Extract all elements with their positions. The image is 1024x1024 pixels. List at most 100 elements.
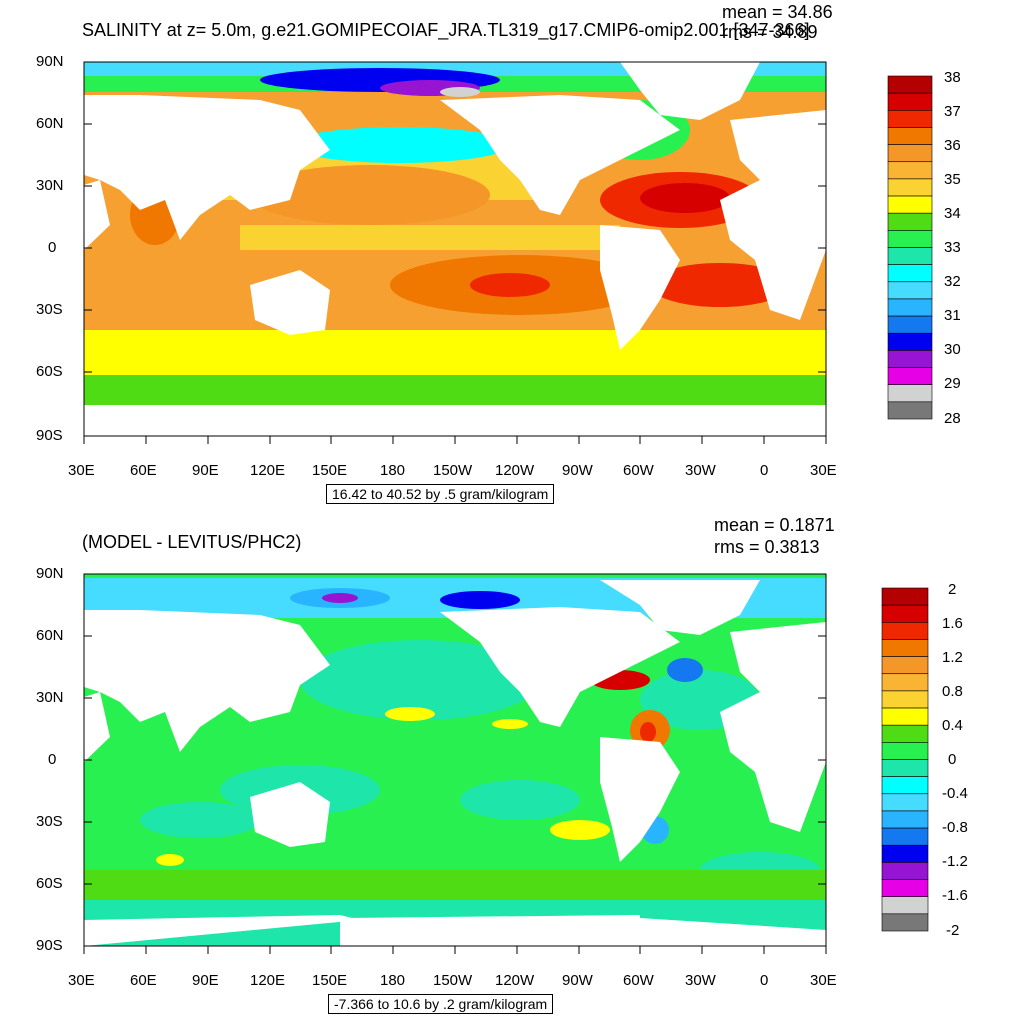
panel2-xtick: 90W bbox=[562, 972, 593, 989]
panel1-xtick: 90W bbox=[562, 462, 593, 479]
panel2-cb-label: -1.6 bbox=[942, 887, 968, 904]
panel2-land bbox=[84, 580, 826, 946]
panel1-ytick-90s: 90S bbox=[36, 427, 63, 444]
panel1-cb-label: 30 bbox=[944, 341, 961, 358]
colorbar-swatch bbox=[887, 75, 933, 94]
panel2-xtick: 90E bbox=[192, 972, 219, 989]
colorbar-swatch bbox=[881, 827, 929, 846]
panel1-cb-label: 35 bbox=[944, 171, 961, 188]
colorbar-swatch bbox=[881, 913, 929, 932]
panel1-xtick: 120E bbox=[250, 462, 286, 479]
panel1-title: SALINITY at z= 5.0m, g.e21.GOMIPECOIAF_J… bbox=[82, 20, 810, 40]
panel2-cb-label: 0.4 bbox=[942, 717, 963, 734]
panel2-xtick: 0 bbox=[760, 972, 769, 989]
colorbar-swatch bbox=[881, 879, 929, 897]
panel2-xtick: 30W bbox=[685, 972, 716, 989]
panel1-ticks bbox=[83, 61, 827, 444]
colorbar-swatch bbox=[887, 178, 933, 197]
colorbar-swatch bbox=[881, 862, 929, 880]
panel2-ytick-30s: 30S bbox=[36, 813, 63, 830]
panel2-ytick-0: 0 bbox=[48, 751, 57, 768]
panel1-ytick-90n: 90N bbox=[36, 53, 64, 70]
panel1-cb-label: 28 bbox=[944, 410, 961, 427]
panel1-range-label: 16.42 to 40.52 by .5 gram/kilogram bbox=[326, 484, 555, 504]
colorbar-swatch bbox=[887, 264, 933, 283]
panel2-cb-label: 1.2 bbox=[942, 649, 963, 666]
colorbar-swatch bbox=[881, 793, 929, 812]
panel1-ytick-60n: 60N bbox=[36, 115, 64, 132]
panel1-xtick: 150E bbox=[312, 462, 348, 479]
panel1-xtick: 0 bbox=[760, 462, 769, 479]
panel1-land bbox=[84, 62, 826, 436]
colorbar-swatch bbox=[881, 742, 929, 760]
panel1-ytick-30n: 30N bbox=[36, 177, 64, 194]
panel2-xtick: 30E bbox=[68, 972, 95, 989]
panel2-ytick-90s: 90S bbox=[36, 937, 63, 954]
panel1-xtick: 150W bbox=[433, 462, 473, 479]
colorbar-swatch bbox=[887, 332, 933, 351]
panel1-colorbar bbox=[887, 75, 933, 420]
colorbar-swatch bbox=[881, 639, 929, 657]
colorbar-swatch bbox=[881, 673, 929, 692]
panel2-xtick: 60E bbox=[130, 972, 157, 989]
panel1-ocean-field bbox=[84, 62, 826, 436]
colorbar-swatch bbox=[881, 707, 929, 726]
panel2-mean: mean = 0.1871 bbox=[714, 515, 835, 535]
colorbar-swatch bbox=[881, 810, 929, 829]
panel2-title: (MODEL - LEVITUS/PHC2) bbox=[82, 532, 302, 552]
colorbar-swatch bbox=[887, 92, 933, 111]
panel1-xtick: 30W bbox=[685, 462, 716, 479]
colorbar-swatch bbox=[881, 604, 929, 623]
panel1-ytick-30s: 30S bbox=[36, 301, 63, 318]
colorbar-swatch bbox=[887, 144, 933, 163]
panel2-cb-label: 0 bbox=[948, 751, 957, 768]
colorbar-swatch bbox=[887, 384, 933, 403]
panel2-xtick: 120W bbox=[495, 972, 535, 989]
panel2-xtick: 30E bbox=[810, 972, 837, 989]
colorbar-swatch bbox=[881, 690, 929, 709]
colorbar-swatch bbox=[887, 247, 933, 265]
panel1-cb-label: 31 bbox=[944, 307, 961, 324]
colorbar-swatch bbox=[881, 656, 929, 675]
panel1-cb-label: 29 bbox=[944, 375, 961, 392]
panel1-cb-label: 34 bbox=[944, 205, 961, 222]
panel1-ytick-0: 0 bbox=[48, 239, 57, 256]
colorbar-swatch bbox=[887, 367, 933, 385]
panel1-rms: rms = 34.89 bbox=[722, 22, 818, 42]
colorbar-swatch bbox=[881, 776, 929, 795]
panel1-xtick: 60W bbox=[623, 462, 654, 479]
panel2-xtick: 150E bbox=[312, 972, 348, 989]
panel2-rms: rms = 0.3813 bbox=[714, 537, 820, 557]
panel2-range-label: -7.366 to 10.6 by .2 gram/kilogram bbox=[328, 994, 554, 1014]
colorbar-swatch bbox=[887, 127, 933, 145]
colorbar-swatch bbox=[887, 110, 933, 128]
panel1-xtick: 30E bbox=[68, 462, 95, 479]
panel1-xtick: 180 bbox=[380, 462, 406, 479]
panel2-cb-label: -1.2 bbox=[942, 853, 968, 870]
panel2-colorbar bbox=[881, 587, 929, 932]
colorbar-swatch bbox=[881, 724, 929, 743]
panel1-xtick: 120W bbox=[495, 462, 535, 479]
panel2-ytick-30n: 30N bbox=[36, 689, 64, 706]
panel1-cb-label: 36 bbox=[944, 137, 961, 154]
colorbar-swatch bbox=[887, 401, 933, 420]
panel1-mean: mean = 34.86 bbox=[722, 2, 833, 22]
panel2-ytick-60s: 60S bbox=[36, 875, 63, 892]
colorbar-swatch bbox=[887, 161, 933, 180]
colorbar-swatch bbox=[881, 844, 929, 863]
panel1-cb-label: 32 bbox=[944, 273, 961, 290]
colorbar-swatch bbox=[881, 896, 929, 915]
panel2-xtick: 60W bbox=[623, 972, 654, 989]
panel2-ticks bbox=[83, 573, 827, 954]
panel2-cb-label: -0.4 bbox=[942, 785, 968, 802]
colorbar-swatch bbox=[887, 350, 933, 368]
colorbar-swatch bbox=[887, 212, 933, 231]
panel1-xtick: 30E bbox=[810, 462, 837, 479]
panel2-cb-label: 1.6 bbox=[942, 615, 963, 632]
colorbar-swatch bbox=[881, 621, 929, 640]
panel1-ytick-60s: 60S bbox=[36, 363, 63, 380]
panel2-cb-label: -0.8 bbox=[942, 819, 968, 836]
colorbar-swatch bbox=[881, 587, 929, 606]
